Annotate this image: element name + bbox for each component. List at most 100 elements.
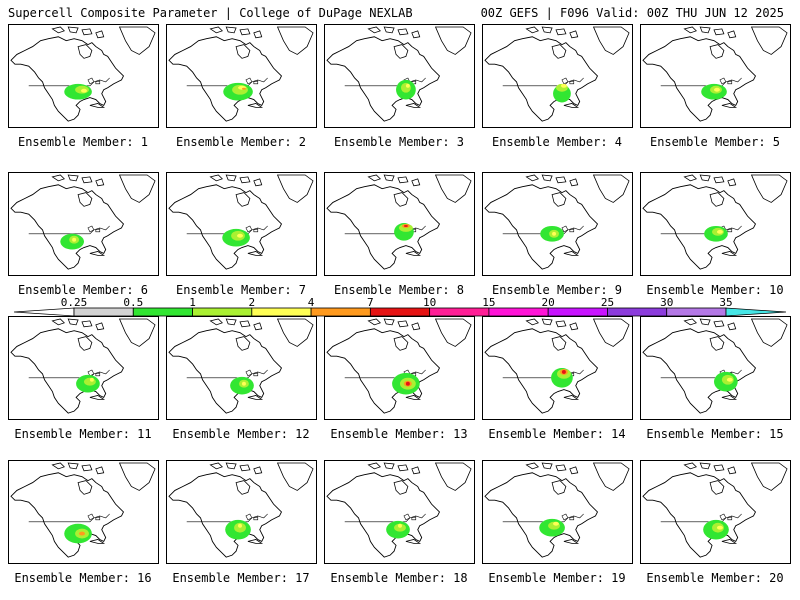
scp-contour <box>716 525 723 530</box>
coastline <box>484 472 599 558</box>
coastline <box>168 328 283 414</box>
ensemble-map-panel <box>166 460 317 564</box>
colorbar-segment <box>666 307 727 317</box>
scp-contour <box>553 521 559 526</box>
hudson-bay-outline <box>77 336 93 351</box>
ensemble-member-label: Ensemble Member: 17 <box>172 571 310 585</box>
ensemble-map-panel <box>482 172 633 276</box>
coastline <box>168 36 283 122</box>
ensemble-map-panel <box>8 172 159 276</box>
island-outline <box>367 26 421 39</box>
hudson-bay-outline <box>551 192 567 207</box>
coastline <box>326 184 441 270</box>
north-america-map <box>168 174 314 270</box>
island-outline <box>592 174 630 203</box>
island-outline <box>276 462 314 491</box>
ensemble-map-panel <box>166 24 317 128</box>
north-america-map <box>484 174 630 270</box>
great-lakes <box>561 513 575 521</box>
ensemble-member-label: Ensemble Member: 10 <box>646 283 784 297</box>
colorbar-segment <box>547 307 608 317</box>
island-outline <box>89 251 106 256</box>
ensemble-map-panel <box>640 172 791 276</box>
coastline <box>484 328 599 414</box>
north-america-map <box>484 26 630 122</box>
island-outline <box>525 318 579 331</box>
island-outline <box>563 539 580 544</box>
island-outline <box>750 318 788 347</box>
coastline <box>484 184 599 270</box>
island-outline <box>276 174 314 203</box>
hudson-bay-outline <box>235 336 251 351</box>
great-lakes <box>403 513 417 521</box>
colorbar-tick-label: 0.5 <box>123 296 144 309</box>
scp-contour <box>238 523 242 528</box>
great-lakes <box>245 225 259 233</box>
island-outline <box>118 318 156 347</box>
island-outline <box>592 318 630 347</box>
island-outline <box>247 251 264 256</box>
ensemble-member-label: Ensemble Member: 7 <box>175 283 307 297</box>
island-outline <box>434 318 472 347</box>
scp-contour <box>400 82 411 93</box>
island-outline <box>89 103 106 108</box>
hudson-bay-outline <box>551 44 567 59</box>
us-canada-border <box>344 77 426 87</box>
coastline <box>642 184 757 270</box>
coastline <box>10 472 125 558</box>
island-outline <box>592 26 630 55</box>
north-america-map <box>484 318 630 414</box>
hudson-bay-outline <box>709 192 725 207</box>
north-america-map <box>326 174 472 270</box>
ensemble-member-label: Ensemble Member: 18 <box>330 571 468 585</box>
scp-contour <box>405 83 410 88</box>
island-outline <box>276 318 314 347</box>
island-outline <box>434 26 472 55</box>
coastline <box>10 36 125 122</box>
great-lakes <box>245 513 259 521</box>
island-outline <box>683 174 737 187</box>
hudson-bay-outline <box>393 480 409 495</box>
ensemble-member-label: Ensemble Member: 1 <box>17 135 149 149</box>
great-lakes <box>245 77 259 85</box>
ensemble-map-panel <box>166 316 317 420</box>
north-america-map <box>10 26 156 122</box>
hudson-bay-outline <box>235 480 251 495</box>
island-outline <box>721 539 738 544</box>
island-outline <box>209 462 263 475</box>
island-outline <box>367 462 421 475</box>
island-outline <box>434 462 472 491</box>
ensemble-member-label: Ensemble Member: 16 <box>14 571 152 585</box>
coastline <box>642 328 757 414</box>
island-outline <box>276 26 314 55</box>
north-america-map <box>326 318 472 414</box>
colorbar-tick-label: 25 <box>600 296 615 309</box>
colorbar-segment <box>488 307 549 317</box>
island-outline <box>367 174 421 187</box>
island-outline <box>563 103 580 108</box>
island-outline <box>367 318 421 331</box>
island-outline <box>683 318 737 331</box>
ensemble-map-panel <box>324 460 475 564</box>
coastline <box>642 472 757 558</box>
scp-contour <box>405 381 410 386</box>
ensemble-member-label: Ensemble Member: 9 <box>491 283 623 297</box>
island-outline <box>405 395 422 400</box>
scp-contour <box>403 224 408 227</box>
north-america-map <box>326 26 472 122</box>
ensemble-map-panel <box>8 24 159 128</box>
scp-contour <box>560 83 567 88</box>
hudson-bay-outline <box>709 480 725 495</box>
island-outline <box>525 174 579 187</box>
colorbar-segment <box>429 307 490 317</box>
hudson-bay-outline <box>77 192 93 207</box>
great-lakes <box>87 369 101 377</box>
colorbar-segment <box>251 307 312 317</box>
coastline <box>642 36 757 122</box>
scp-contour <box>89 377 94 382</box>
ensemble-member-label: Ensemble Member: 20 <box>646 571 784 585</box>
colorbar-tick-label: 7 <box>367 296 374 309</box>
colorbar-tick-label: 35 <box>719 296 733 309</box>
island-outline <box>209 318 263 331</box>
colorbar-tick-label: 0.25 <box>60 296 88 309</box>
